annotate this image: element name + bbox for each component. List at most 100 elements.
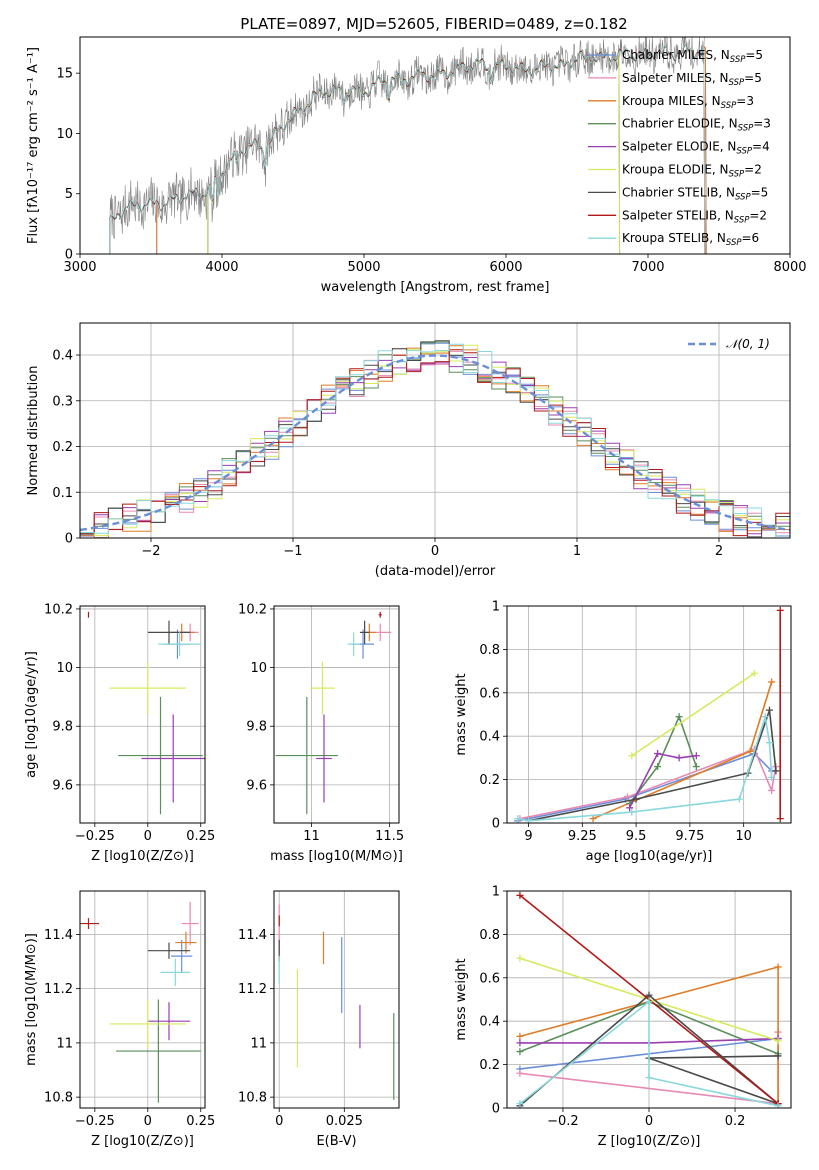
y-tick-label: 10 (250, 661, 267, 676)
axes-frame (79, 36, 791, 255)
legend-label: Salpeter STELIB, NSSP=2 (622, 208, 767, 225)
mass-weight-marker (628, 808, 636, 816)
y-axis-label: Normed distribution (26, 366, 41, 496)
mass-weight-line (628, 752, 697, 809)
axes-frame (79, 322, 791, 539)
x-tick-label: −1 (283, 544, 302, 559)
y-axis-label: mass weight (454, 673, 469, 755)
y-tick-label: 5 (65, 187, 73, 202)
legend-label: 𝒩(0, 1) (726, 337, 770, 351)
y-tick-label: 9.8 (52, 720, 73, 735)
mass-weight-line (517, 752, 773, 822)
mass-weight-marker (675, 754, 683, 762)
y-tick-label: 0 (65, 248, 73, 263)
mass-weight-marker (623, 793, 631, 801)
x-tick-label: 9 (524, 829, 532, 844)
mass-weight-marker (516, 1032, 524, 1040)
axes-frame (506, 605, 792, 824)
y-tick-label: 11.4 (44, 928, 73, 943)
model-spectrum-line (109, 44, 706, 254)
model-spectrum-line (109, 43, 706, 254)
mass-weight-marker (692, 752, 700, 760)
histogram-step (80, 342, 790, 537)
x-axis-label: Z [log10(Z/Z⊙)] (91, 1134, 194, 1149)
mass-weight-marker (675, 713, 683, 721)
x-axis-label: Z [log10(Z/Z⊙)] (598, 1134, 701, 1149)
axes-frame (506, 890, 792, 1109)
mass-weight-line (628, 714, 698, 804)
mass-weight-marker (768, 678, 776, 686)
y-tick-label: 11 (56, 1036, 73, 1051)
mass-weight-marker (750, 669, 758, 677)
x-tick-label: 7000 (631, 260, 664, 275)
x-tick-label: 0.025 (326, 1114, 363, 1129)
y-tick-label: 0.2 (479, 773, 500, 788)
plot-area (278, 904, 395, 1100)
y-tick-label: 0.4 (52, 349, 73, 364)
mass-weight-marker (735, 795, 743, 803)
x-axis-label: mass [log10(M/M⊙)] (270, 849, 403, 864)
histogram-step (80, 348, 790, 537)
panel-spectrum: 3000 4000 5000 6000 7000 8000 0 5 10 15 wavelength… (26, 36, 807, 295)
y-tick-label: 1 (492, 600, 500, 615)
legend-label: Chabrier ELODIE, NSSP=3 (622, 117, 771, 134)
y-tick-label: 11 (250, 1036, 267, 1051)
y-tick-label: 0.8 (479, 928, 500, 943)
mass-weight-marker (645, 991, 653, 999)
x-tick-label: 6000 (489, 260, 522, 275)
y-tick-label: 11.2 (44, 982, 73, 997)
y-tick-label: 0.2 (52, 440, 73, 455)
mass-weight-marker (516, 1048, 524, 1056)
y-tick-label: 10 (56, 127, 73, 142)
mass-weight-marker (776, 815, 784, 823)
histogram-step (80, 340, 790, 538)
mass-weight-marker (765, 739, 773, 747)
x-tick-label: 9.75 (675, 829, 704, 844)
y-tick-label: 0 (65, 532, 73, 547)
mass-weight-marker (516, 1100, 524, 1108)
mass-weight-marker (514, 815, 522, 823)
y-tick-label: 10 (56, 661, 73, 676)
y-tick-label: 10.8 (44, 1091, 73, 1106)
mass-weight-marker (772, 767, 780, 775)
x-tick-label: 0 (431, 544, 439, 559)
y-tick-label: 0.2 (479, 1058, 500, 1073)
legend-label: Chabrier MILES, NSSP=5 (622, 48, 763, 65)
x-tick-label: 0.2 (725, 1114, 746, 1129)
mass-weight-marker (645, 998, 653, 1006)
y-tick-label: 11.2 (238, 982, 267, 997)
x-tick-label: 0.25 (186, 829, 215, 844)
x-tick-label: 11.5 (375, 829, 404, 844)
x-tick-label: 0 (645, 1114, 653, 1129)
y-tick-label: 9.6 (246, 778, 267, 793)
histogram-step (80, 341, 790, 536)
mass-weight-marker (516, 891, 524, 899)
x-axis-label: E(B-V) (316, 1134, 356, 1149)
mass-weight-marker (776, 606, 784, 614)
mass-weight-marker (761, 713, 769, 721)
spectrum-legend: Chabrier MILES, NSSP=5 Salpeter MILES, NS… (588, 48, 771, 248)
legend-label: Salpeter MILES, NSSP=5 (622, 71, 762, 88)
panel-mass-vs-EBV: 0 0.025 10.8 11 11.2 11.4 E(B-V) (238, 890, 400, 1149)
x-tick-label: −0.25 (75, 829, 115, 844)
panel-age-vs-Z: −0.25 0 0.25 9.6 9.8 10 10.2 Z [log10(Z/Z⊙)] age… (24, 602, 215, 864)
panel-mass-weight-vs-age: 9 9.25 9.5 9.75 10 0 0.2 0.4 0.6 0.8 1 age [log10(a… (454, 600, 792, 864)
plot-area (87, 611, 205, 815)
plot-area (80, 340, 790, 538)
x-tick-label: 3000 (63, 260, 96, 275)
mass-weight-marker (589, 815, 597, 823)
x-tick-label: 9.25 (568, 829, 597, 844)
y-tick-label: 0.6 (479, 686, 500, 701)
figure-title: PLATE=0897, MJD=52605, FIBERID=0489, z=0… (240, 15, 627, 33)
mass-weight-marker (774, 1037, 782, 1045)
y-tick-label: 0.3 (52, 394, 73, 409)
mass-weight-marker (746, 747, 754, 755)
x-tick-label: 5000 (347, 260, 380, 275)
y-tick-label: 0 (492, 1102, 500, 1117)
legend-label: Kroupa ELODIE, NSSP=2 (622, 163, 762, 180)
mass-weight-marker (525, 817, 533, 823)
panel-mass-weight-vs-Z: −0.2 0 0.2 0 0.2 0.4 0.6 0.8 1 Z [log10(Z/Z⊙)] mas… (454, 885, 792, 1149)
y-axis-label: mass [log10(M/M⊙)] (24, 933, 39, 1066)
plot-area (275, 611, 392, 815)
